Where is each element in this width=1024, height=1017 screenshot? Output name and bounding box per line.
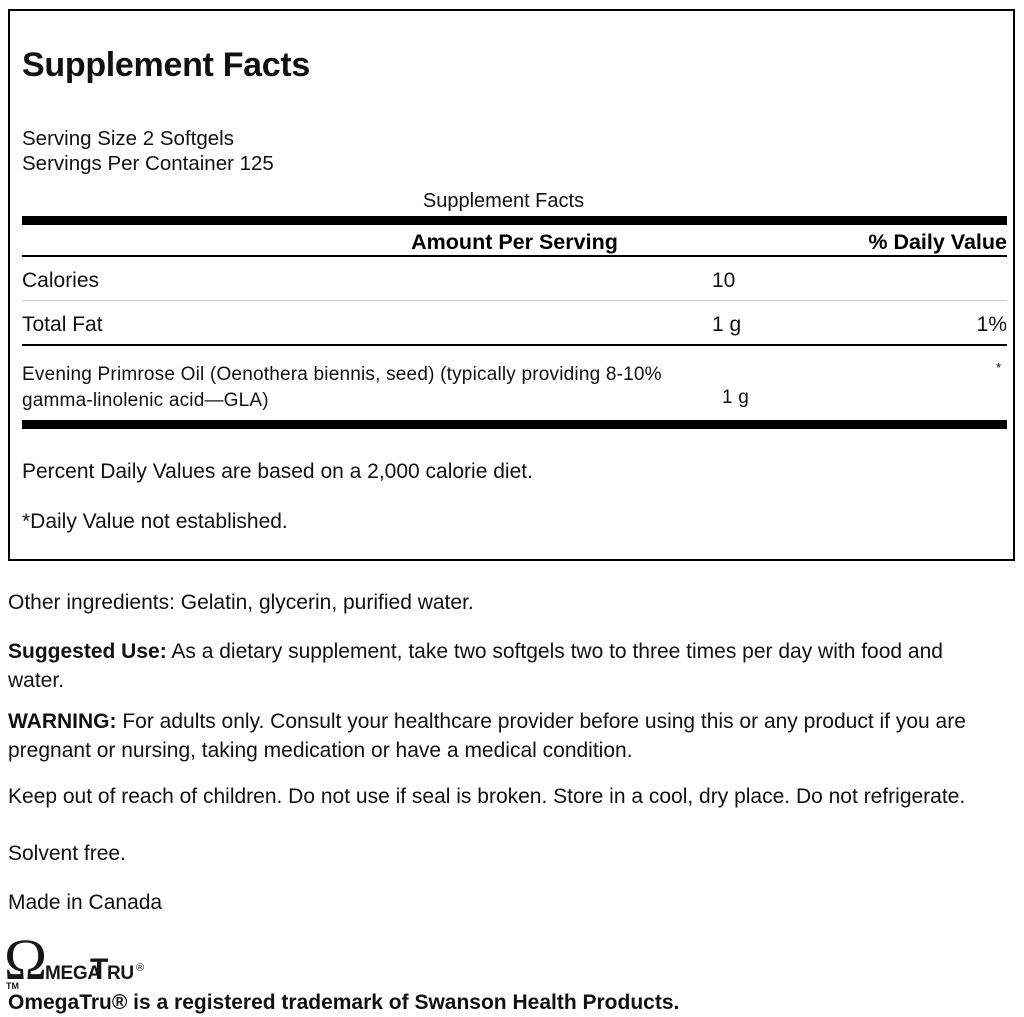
svg-text:T: T	[90, 953, 108, 986]
svg-text:RU: RU	[107, 963, 134, 984]
svg-text:®: ®	[136, 962, 144, 974]
